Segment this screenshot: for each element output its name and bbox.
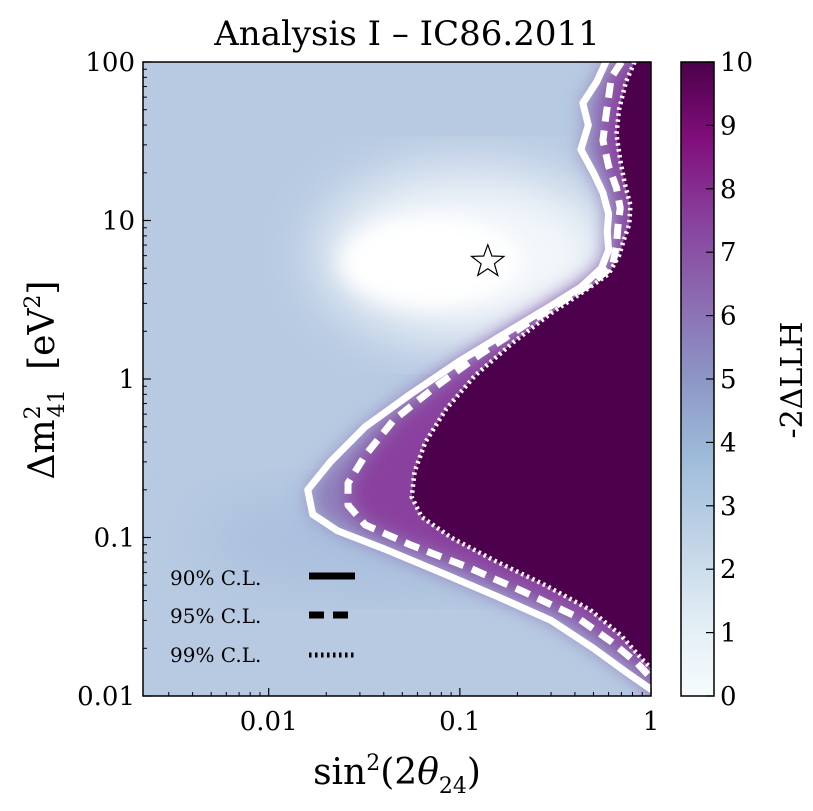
colorbar-tick-label: 2 [720, 555, 737, 585]
colorbar-ticks: 0 1 2 3 4 5 6 7 8 9 10 [706, 48, 753, 712]
best-fit-star [469, 242, 506, 277]
y-axis: 0.01 0.1 1 10 100 [77, 48, 151, 712]
colorbar-tick-label: 6 [720, 302, 737, 332]
y-tick-label: 100 [85, 48, 135, 78]
colorbar-tick-label: 4 [720, 428, 737, 458]
legend-label-90: 90% C.L. [170, 566, 261, 590]
heatmap-low-region-core [340, 217, 520, 307]
chart-title: Analysis I – IC86.2011 [213, 14, 599, 54]
x-tick-label: 0.01 [240, 707, 298, 737]
y-tick-label: 1 [118, 365, 135, 395]
legend-label-95: 95% C.L. [170, 604, 261, 628]
plot-area [143, 62, 651, 696]
colorbar-tick-label: 9 [720, 111, 737, 141]
colorbar-tick-label: 5 [720, 365, 737, 395]
contour-90-line [304, 62, 651, 693]
colorbar-tick-label: 7 [720, 238, 737, 268]
colorbar-tick-label: 10 [720, 48, 753, 78]
legend: 90% C.L. 95% C.L. 99% C.L. [170, 566, 355, 667]
x-axis-label: sin2(2θ24) [313, 751, 481, 799]
colorbar-label: -2ΔLLH [775, 322, 810, 439]
colorbar: 0 1 2 3 4 5 6 7 8 9 10 -2ΔLLH [680, 48, 810, 712]
y-tick-label: 10 [102, 207, 135, 237]
x-tick-label: 1 [643, 707, 660, 737]
colorbar-tick-label: 3 [720, 492, 737, 522]
x-axis: 0.01 0.1 1 [168, 688, 660, 737]
colorbar-tick-label: 1 [720, 619, 737, 649]
contour-99-line [409, 62, 651, 670]
colorbar-tick-label: 0 [720, 682, 737, 712]
colorbar-tick-label: 8 [720, 175, 737, 205]
region-99 [411, 62, 651, 669]
y-axis-label: Δm241 [eV2] [21, 281, 70, 480]
legend-label-99: 99% C.L. [170, 643, 261, 667]
y-tick-label: 0.01 [77, 682, 135, 712]
x-tick-label: 0.1 [439, 707, 480, 737]
contour-95-line [344, 62, 651, 681]
y-tick-label: 0.1 [94, 524, 135, 554]
